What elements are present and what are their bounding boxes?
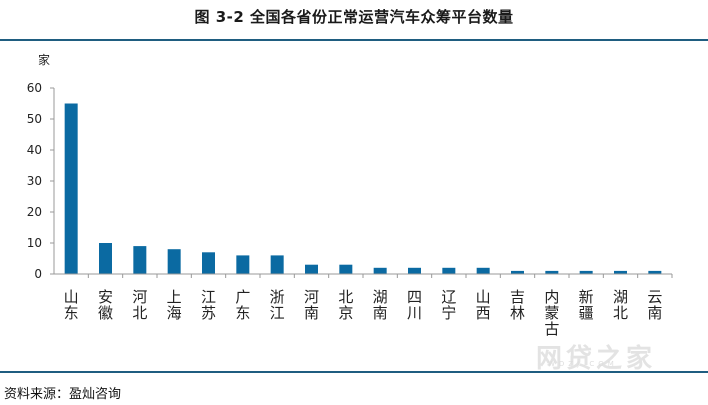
bar	[648, 270, 662, 274]
y-tick-label: 40	[27, 143, 42, 157]
x-tick-label: 云南	[647, 288, 662, 322]
source-note: 资料来源：盈灿咨询	[4, 387, 122, 402]
x-tick-label: 四川	[407, 288, 422, 322]
bar	[373, 267, 387, 274]
top-rule	[0, 39, 708, 41]
bar	[545, 270, 559, 274]
chart-title: 图 3-2 全国各省份正常运营汽车众筹平台数量	[194, 8, 514, 26]
y-tick-label: 10	[27, 236, 42, 250]
x-tick-label: 新疆	[579, 288, 594, 322]
bar	[133, 246, 147, 274]
x-tick-label: 山西	[476, 288, 491, 322]
bar	[64, 103, 78, 274]
bar	[476, 267, 490, 274]
bar	[408, 267, 421, 274]
watermark-logo: 网贷之家	[536, 344, 657, 374]
y-tick-label: 60	[27, 81, 42, 95]
bar-series	[64, 103, 662, 274]
bar	[442, 267, 456, 274]
y-axis-unit-label: 家	[38, 52, 50, 67]
bar	[579, 270, 593, 274]
x-tick-label: 广东	[235, 288, 250, 322]
y-tick-label: 0	[34, 267, 42, 281]
x-tick-label: 吉林	[510, 288, 525, 322]
x-tick-label: 湖南	[373, 288, 388, 322]
x-tick-label: 山东	[64, 288, 79, 322]
bar	[511, 270, 524, 274]
bar-chart: 家 0 10 20 30 40 50 60 山东安徽河北上海江苏广东浙江河南北京湖南四川辽宁…	[27, 52, 673, 338]
bar	[339, 264, 353, 274]
watermark-url: WDZJ.COM	[548, 360, 618, 368]
bar	[99, 243, 112, 274]
x-tick-label: 北京	[338, 288, 353, 322]
x-tick-label: 河北	[132, 288, 147, 322]
x-tick-label: 内蒙古	[544, 288, 559, 338]
x-tick-label: 河南	[304, 288, 319, 322]
x-tick-label: 浙江	[270, 288, 285, 322]
bar	[305, 264, 318, 274]
y-tick-label: 30	[27, 174, 42, 188]
y-axis: 0 10 20 30 40 50 60	[27, 81, 55, 281]
bar	[270, 255, 284, 274]
y-tick-label: 50	[27, 112, 42, 126]
x-tick-label: 江苏	[201, 288, 216, 322]
bar	[236, 255, 250, 274]
x-tick-label: 上海	[167, 288, 182, 322]
bar	[202, 252, 215, 274]
y-tick-label: 20	[27, 205, 42, 219]
x-tick-label: 辽宁	[441, 288, 456, 322]
bottom-rule	[0, 371, 708, 373]
bar	[614, 270, 627, 274]
x-tick-label: 湖北	[613, 288, 628, 322]
bar	[167, 249, 181, 274]
x-tick-label: 安徽	[98, 288, 113, 322]
